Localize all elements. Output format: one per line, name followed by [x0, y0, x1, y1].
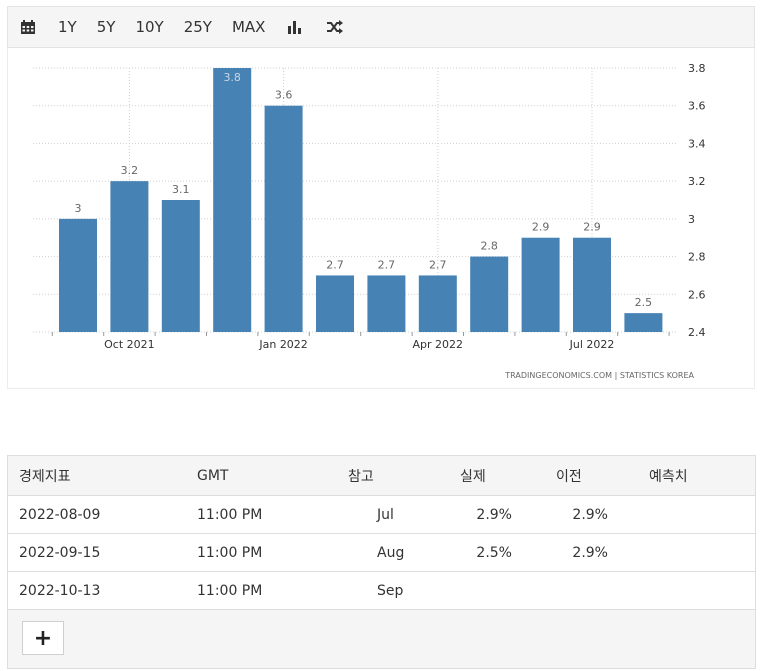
table-row: 2022-09-15 11:00 PM Aug 2.5% 2.9%: [8, 533, 755, 571]
bar: [213, 68, 252, 332]
bar-chart-icon-glyph: [288, 21, 302, 34]
data-label: 2.7: [326, 258, 344, 271]
range-max-button[interactable]: MAX: [231, 18, 266, 36]
bar: [59, 218, 97, 332]
data-label: 2.7: [429, 258, 447, 271]
table-footer: +: [8, 609, 755, 668]
range-10y-button[interactable]: 10Y: [135, 18, 164, 36]
row-previous: 2.9%: [572, 506, 608, 523]
header-gmt: GMT: [197, 467, 229, 484]
bar: [521, 237, 560, 332]
bar-chart: 3.8 3.6 3.4 3.2 3 2.8 2.6 2.4 3 3.2 3.1 3.8 3.6 2.7 2.…: [33, 62, 706, 380]
row-reference: Jul: [377, 506, 394, 523]
shuffle-icon[interactable]: [315, 6, 355, 48]
x-tick-label: Jul 2022: [569, 338, 615, 351]
data-label: 3.8: [223, 71, 241, 84]
x-tick-label: Apr 2022: [413, 338, 464, 351]
calendar-icon[interactable]: [8, 6, 48, 48]
bar: [367, 275, 406, 332]
row-previous: 2.9%: [572, 544, 608, 561]
y-tick-label: 3: [688, 213, 695, 226]
row-date: 2022-08-09: [19, 506, 101, 523]
bar: [264, 105, 303, 332]
row-date: 2022-10-13: [19, 582, 101, 599]
table-row: 2022-08-09 11:00 PM Jul 2.9% 2.9%: [8, 495, 755, 533]
bar: [316, 275, 354, 332]
row-time: 11:00 PM: [197, 544, 263, 561]
range-5y-button[interactable]: 5Y: [96, 18, 116, 36]
data-label: 3.6: [275, 89, 293, 102]
bar-chart-icon[interactable]: [275, 6, 315, 48]
y-tick-label: 3.4: [688, 137, 706, 150]
calendar-icon-glyph: [21, 20, 35, 34]
bar: [624, 313, 663, 332]
row-actual: 2.9%: [476, 506, 512, 523]
range-1y-button[interactable]: 1Y: [58, 18, 77, 36]
table-header-row: 경제지표 GMT 참고 실제 이전 예측치: [8, 456, 755, 495]
y-tick-label: 2.6: [688, 288, 706, 301]
header-previous: 이전: [556, 468, 582, 485]
y-tick-label: 3.8: [688, 62, 706, 75]
x-tick-label: Jan 2022: [258, 338, 307, 351]
bar: [418, 275, 457, 332]
bar: [470, 256, 509, 332]
range-25y-button[interactable]: 25Y: [183, 18, 212, 36]
bar: [161, 200, 200, 332]
bar: [573, 237, 611, 332]
show-more-button[interactable]: +: [22, 621, 64, 655]
data-label: 2.9: [583, 221, 601, 234]
header-forecast: 예측치: [649, 468, 688, 485]
y-tick-label: 2.4: [688, 326, 706, 339]
row-actual: 2.5%: [476, 544, 512, 561]
indicator-table: 경제지표 GMT 참고 실제 이전 예측치 2022-08-09 11:00 P…: [7, 455, 756, 669]
data-label: 3.2: [121, 164, 139, 177]
data-label: 2.9: [532, 221, 550, 234]
row-date: 2022-09-15: [19, 544, 101, 561]
data-label: 2.7: [378, 258, 396, 271]
table-row: 2022-10-13 11:00 PM Sep: [8, 571, 755, 609]
data-label: 2.8: [480, 240, 498, 253]
y-tick-label: 3.2: [688, 175, 706, 188]
data-label: 3: [75, 202, 82, 215]
chart-source: TRADINGECONOMICS.COM | STATISTICS KOREA: [504, 371, 694, 380]
chart-toolbar: 1Y 5Y 10Y 25Y MAX: [7, 6, 755, 48]
row-time: 11:00 PM: [197, 506, 263, 523]
chart-container: 3.8 3.6 3.4 3.2 3 2.8 2.6 2.4 3 3.2 3.1 3.8 3.6 2.7 2.…: [7, 48, 755, 389]
header-actual: 실제: [460, 468, 486, 485]
shuffle-icon-glyph: [327, 20, 344, 34]
y-tick-label: 2.8: [688, 251, 706, 264]
row-reference: Sep: [377, 582, 404, 599]
data-label: 3.1: [172, 183, 190, 196]
header-indicator: 경제지표: [19, 468, 71, 485]
row-reference: Aug: [377, 544, 405, 561]
x-tick-label: Oct 2021: [104, 338, 155, 351]
row-time: 11:00 PM: [197, 582, 263, 599]
data-label: 2.5: [635, 296, 653, 309]
y-tick-label: 3.6: [688, 100, 706, 113]
header-reference: 참고: [348, 468, 374, 485]
bar: [110, 181, 149, 332]
